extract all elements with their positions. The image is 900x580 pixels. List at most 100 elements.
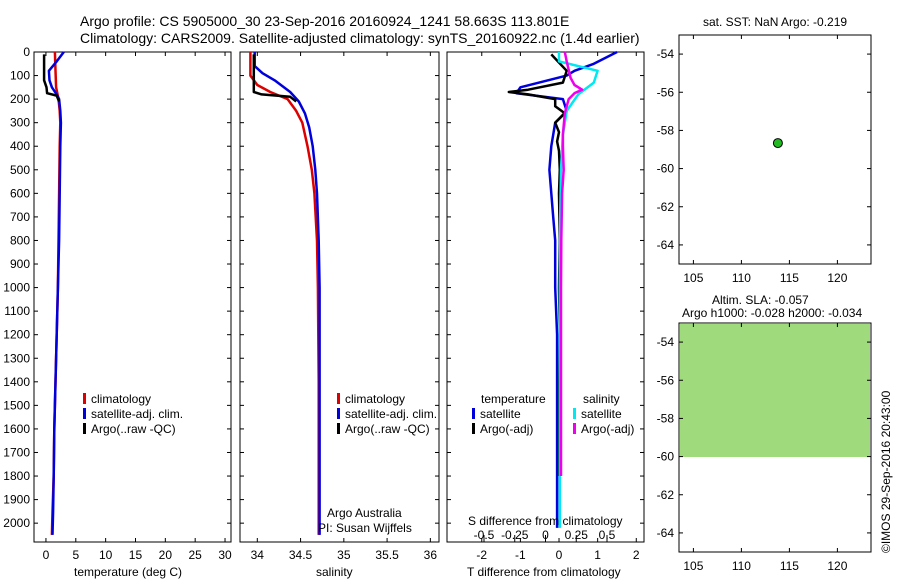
figure-title-line1: Argo profile: CS 5905000_30 23-Sep-2016 …	[80, 13, 569, 29]
salinity-x-ticks: 34 34.5 35 35.5 36	[251, 52, 438, 562]
difference-top-ticks: -0.5 -0.25 0 0.25 0.5	[474, 528, 616, 542]
temperature-panel: 0100200300400500600700800900100011001200…	[3, 45, 232, 579]
x-tick-label: 30	[218, 548, 232, 562]
temperature-y-ticks: 0 100 200 300 400 500 600 700 800 900 1000 1100 1200…	[3, 45, 231, 530]
depth-tick-label: 2000	[3, 516, 30, 530]
depth-tick-label: 1900	[3, 493, 30, 507]
depth-tick-label: 300	[10, 116, 30, 130]
legend-swatch	[337, 423, 340, 434]
series-line-2	[42, 54, 61, 102]
top-tick-label: 0.25	[565, 528, 589, 542]
x-tick-label: -2	[476, 548, 487, 562]
lon-tick-label: 115	[780, 271, 799, 285]
depth-tick-label: 600	[10, 186, 30, 200]
difference-y-ticks	[447, 51, 644, 524]
lat-tick-label: -60	[657, 162, 675, 176]
series-line-1	[47, 51, 65, 535]
x-tick-label: 1	[594, 548, 601, 562]
legend-swatch	[472, 423, 475, 434]
legend-label: Argo(-adj)	[480, 422, 533, 436]
legend-label: satellite-adj. clim.	[345, 407, 437, 421]
series-line-1	[253, 52, 321, 535]
lon-tick-label: 105	[683, 559, 703, 573]
difference-top-label: S difference from climatology	[468, 514, 623, 528]
depth-tick-label: 1800	[3, 469, 30, 483]
x-tick-label: 15	[129, 548, 143, 562]
difference-x-ticks: -2 -1 0 1 2	[476, 52, 640, 562]
temperature-x-label: temperature (deg C)	[74, 565, 182, 579]
lon-tick-label: 120	[827, 271, 847, 285]
legend-label: Argo(..raw -QC)	[91, 422, 176, 436]
location-x-ticks: 105 110 115 120	[683, 35, 848, 285]
top-tick-label: 0.5	[599, 528, 616, 542]
legend-label: climatology	[345, 392, 405, 406]
sla-heatmap	[680, 324, 870, 457]
depth-tick-label: 1100	[4, 304, 30, 318]
x-tick-label: 10	[99, 548, 113, 562]
legend-group-title: salinity	[583, 392, 620, 406]
difference-panel: -2 -1 0 1 2 -0.5 -0.25 0 0.25 0.5 temperaturesat…	[446, 50, 645, 579]
lat-tick-label: -60	[657, 450, 675, 464]
sla-y-ticks: -54 -56 -58 -60 -62 -64	[657, 335, 871, 540]
x-tick-label: 34.5	[289, 548, 313, 562]
x-tick-label: 2	[633, 548, 640, 562]
series-line-2	[252, 54, 297, 103]
lat-tick-label: -58	[657, 123, 675, 137]
top-tick-label: -0.5	[474, 528, 495, 542]
x-tick-label: 35.5	[375, 548, 399, 562]
lon-tick-label: 120	[827, 559, 847, 573]
top-tick-label: -0.25	[501, 528, 529, 542]
legend-label: satellite	[581, 407, 622, 421]
series-line-3	[559, 51, 584, 476]
difference-lines	[507, 50, 618, 528]
legend-label: Argo(..raw -QC)	[345, 422, 430, 436]
sla-title-line1: Altim. SLA: -0.057	[712, 293, 809, 307]
x-tick-label: 36	[424, 548, 438, 562]
location-plot-frame	[678, 34, 872, 265]
salinity-lines	[249, 52, 321, 535]
depth-tick-label: 500	[10, 163, 30, 177]
depth-tick-label: 1200	[3, 328, 30, 342]
argo-location-point	[772, 138, 783, 149]
lat-tick-label: -54	[657, 47, 675, 61]
sla-panel: Altim. SLA: -0.057 Argo h1000: -0.028 h2…	[657, 293, 872, 573]
x-tick-label: 0	[556, 548, 563, 562]
lat-tick-label: -56	[657, 373, 675, 387]
depth-tick-label: 1300	[3, 351, 30, 365]
lat-tick-label: -62	[657, 200, 675, 214]
depth-tick-label: 1700	[3, 445, 30, 459]
legend-swatch	[337, 393, 340, 404]
difference-plot-frame	[446, 51, 645, 543]
location-panel: sat. SST: NaN Argo: -0.219 -54 -56 -58 -60 -…	[657, 15, 872, 285]
legend-label: satellite-adj. clim.	[91, 407, 183, 421]
salinity-x-label: salinity	[316, 565, 353, 579]
lat-tick-label: -64	[657, 526, 675, 540]
salinity-annotation-line2: PI: Susan Wijffels	[318, 521, 412, 535]
depth-tick-label: 100	[10, 69, 30, 83]
lat-tick-label: -64	[657, 238, 675, 252]
x-tick-label: 34	[251, 548, 265, 562]
lon-tick-label: 110	[732, 271, 751, 285]
lat-tick-label: -54	[657, 335, 675, 349]
lon-tick-label: 115	[780, 559, 799, 573]
lat-tick-label: -56	[657, 85, 675, 99]
x-tick-label: 25	[189, 548, 203, 562]
depth-tick-label: 200	[10, 92, 30, 106]
depth-tick-label: 1000	[3, 281, 30, 295]
x-tick-label: 5	[72, 548, 79, 562]
top-tick-label: 0	[542, 528, 549, 542]
legend-swatch	[573, 423, 576, 434]
credit-text: ©IMOS 29-Sep-2016 20:43:00	[879, 390, 893, 553]
salinity-annotation-line1: Argo Australia	[327, 506, 402, 520]
lat-tick-label: -58	[657, 411, 675, 425]
sla-x-ticks: 105 110 115 120	[683, 323, 848, 573]
legend-label: Argo(-adj)	[581, 422, 634, 436]
series-line-0	[515, 50, 618, 528]
salinity-y-ticks	[240, 51, 439, 524]
legend-swatch	[83, 393, 86, 404]
difference-legend: temperaturesatelliteArgo(-adj)salinitysa…	[472, 392, 634, 436]
legend-group-title: temperature	[481, 392, 546, 406]
temperature-x-ticks: 0 5 10 15 20 25 30	[43, 52, 232, 562]
location-title: sat. SST: NaN Argo: -0.219	[703, 15, 847, 29]
